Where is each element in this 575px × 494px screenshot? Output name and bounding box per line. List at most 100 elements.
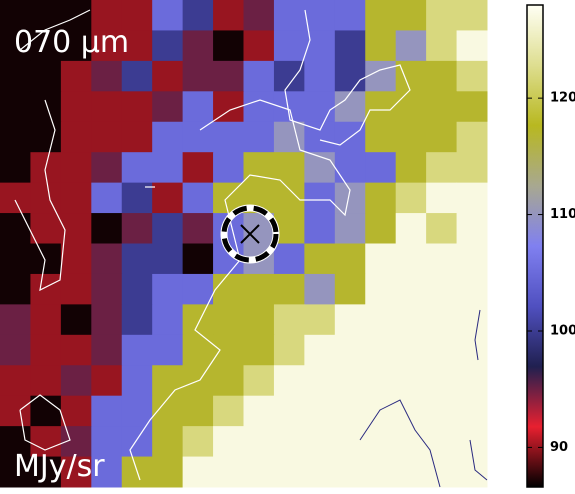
cell: [0, 182, 31, 214]
cell: [365, 456, 397, 488]
cell: [426, 365, 458, 397]
cell: [91, 334, 123, 366]
cell: [91, 182, 123, 214]
cell: [121, 426, 153, 458]
cell: [395, 365, 427, 397]
cell: [426, 0, 458, 31]
cell: [243, 30, 275, 62]
cell: [334, 273, 366, 305]
cell: [91, 426, 123, 458]
cell: [426, 121, 458, 153]
cell: [365, 365, 397, 397]
cell: [456, 121, 488, 153]
cell: [152, 243, 184, 275]
cell: [152, 365, 184, 397]
cell: [0, 334, 31, 366]
cell: [273, 182, 305, 214]
cell: [121, 152, 153, 184]
cell: [60, 213, 92, 244]
cell: [30, 304, 62, 336]
cell: [0, 426, 31, 458]
cell: [273, 456, 305, 488]
cell: [456, 365, 488, 397]
cell: [0, 273, 31, 305]
cell: [395, 213, 427, 244]
cell: [60, 152, 92, 184]
cell: [426, 243, 458, 275]
cell: [395, 304, 427, 336]
cell: [243, 365, 275, 397]
contour: [469, 439, 488, 481]
cell: [334, 243, 366, 275]
cell: [273, 60, 305, 92]
cell: [121, 304, 153, 336]
cell: [121, 182, 153, 214]
cell: [30, 365, 62, 397]
cell: [273, 395, 305, 427]
cell: [273, 334, 305, 366]
cell: [304, 365, 336, 397]
cell: [0, 365, 31, 397]
cell: [395, 30, 427, 62]
cell: [456, 60, 488, 92]
cell: [60, 182, 92, 214]
cell: [456, 91, 488, 123]
source-marker: [220, 204, 280, 264]
cell: [304, 304, 336, 336]
cell: [273, 273, 305, 305]
cell: [273, 304, 305, 336]
cell: [365, 60, 397, 92]
cell: [0, 91, 31, 123]
cell: [426, 30, 458, 62]
cell: [121, 365, 153, 397]
cell: [456, 182, 488, 214]
contour: [129, 99, 351, 481]
cell: [60, 395, 92, 427]
cell: [365, 121, 397, 153]
cell: [152, 30, 184, 62]
cell: [91, 456, 123, 488]
cell: [121, 0, 153, 31]
cell: [456, 395, 488, 427]
cell: [395, 456, 427, 488]
cell: [60, 91, 92, 123]
cell: [91, 121, 123, 153]
cell: [365, 334, 397, 366]
cell: [304, 91, 336, 123]
cell: [60, 365, 92, 397]
contour: [19, 394, 71, 451]
cell: [182, 30, 214, 62]
cell: [426, 456, 458, 488]
cell: [213, 365, 244, 397]
cell: [273, 426, 305, 458]
cell: [334, 182, 366, 214]
cell: [304, 273, 336, 305]
cell: [243, 273, 275, 305]
cell: [426, 426, 458, 458]
cell: [456, 243, 488, 275]
cell: [152, 121, 184, 153]
cell: [273, 243, 305, 275]
cell: [365, 426, 397, 458]
cell: [395, 121, 427, 153]
cell: [30, 91, 62, 123]
cell: [456, 456, 488, 488]
cell: [91, 304, 123, 336]
cell: [365, 152, 397, 184]
cell: [60, 273, 92, 305]
cell: [334, 395, 366, 427]
cell: [91, 273, 123, 305]
cell: [334, 456, 366, 488]
cell: [213, 0, 244, 31]
cell: [30, 182, 62, 214]
cell: [365, 273, 397, 305]
cell: [334, 0, 366, 31]
cell: [213, 121, 244, 153]
cell: [60, 121, 92, 153]
cell: [182, 243, 214, 275]
tick-label: 100: [550, 323, 575, 338]
cell: [0, 395, 31, 427]
cell: [182, 121, 214, 153]
cell: [60, 60, 92, 92]
